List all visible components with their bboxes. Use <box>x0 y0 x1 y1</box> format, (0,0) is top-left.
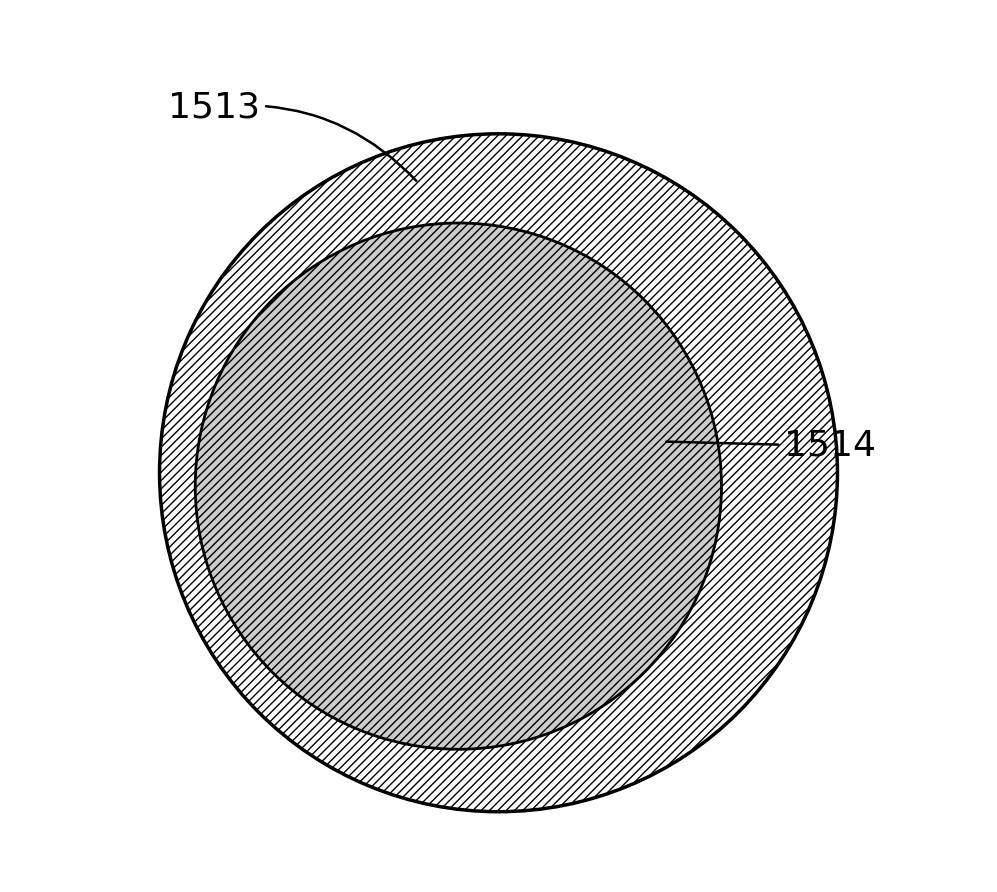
Text: 1513: 1513 <box>168 90 417 181</box>
Text: 1514: 1514 <box>666 429 876 463</box>
Circle shape <box>195 223 722 749</box>
Circle shape <box>160 134 837 812</box>
